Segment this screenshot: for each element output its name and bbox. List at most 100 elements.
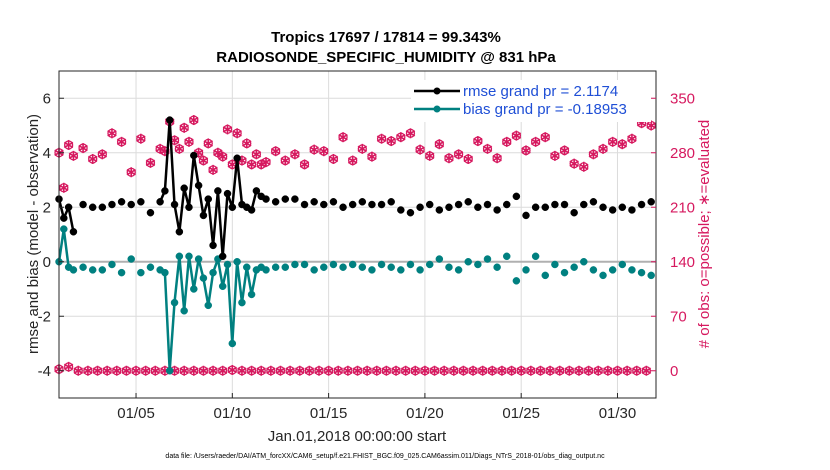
nobs-evaluated-marker: [68, 150, 79, 161]
nobs-asterisk-stroke: [304, 367, 315, 374]
bias-point: [291, 260, 299, 269]
nobs-asterisk-stroke: [92, 367, 103, 374]
nobs-evaluated-marker: [208, 164, 218, 175]
nobs-evaluated-marker: [564, 365, 575, 376]
nobs-asterisk-stroke: [362, 367, 372, 374]
nobs-asterisk-stroke: [87, 155, 98, 163]
nobs-asterisk-stroke: [598, 145, 608, 153]
rmse-point: [416, 203, 424, 211]
nobs-asterisk-stroke: [641, 367, 652, 374]
rmse-point: [209, 241, 217, 250]
nobs-asterisk-stroke: [583, 367, 594, 374]
nobs-evaluated-marker: [232, 128, 242, 139]
rmse-point: [397, 206, 405, 214]
nobs-evaluated-marker: [410, 365, 421, 376]
nobs-asterisk-stroke: [343, 367, 353, 374]
nobs-evaluated-marker: [376, 133, 387, 144]
nobs-evaluated-marker: [78, 143, 88, 154]
bias-point: [474, 260, 482, 269]
bias-point: [493, 263, 501, 271]
rmse-point: [348, 200, 357, 209]
nobs-evaluated-marker: [622, 365, 632, 376]
nobs-asterisk-stroke: [473, 137, 483, 145]
nobs-evaluated-marker: [449, 365, 459, 376]
y-axis-left: -4 -2 0 2 4 6: [38, 90, 64, 380]
nobs-evaluated-marker: [304, 365, 315, 376]
rmse-point: [647, 198, 655, 206]
nobs-asterisk-stroke: [112, 367, 122, 374]
nobs-evaluated-marker: [213, 147, 223, 158]
nobs-evaluated-marker: [266, 365, 276, 376]
rmse-point: [228, 203, 237, 211]
bias-point: [238, 298, 246, 307]
nobs-evaluated-marker: [136, 133, 146, 144]
rmse-point: [310, 198, 318, 206]
y-tick-label: 6: [43, 90, 51, 107]
nobs-evaluated-marker: [641, 365, 652, 376]
rmse-point: [281, 195, 290, 203]
nobs-evaluated-marker: [112, 365, 122, 376]
nobs-asterisk-stroke: [150, 367, 161, 374]
rmse-point: [551, 200, 559, 209]
nobs-evaluated-marker: [550, 150, 560, 161]
bias-point: [117, 268, 126, 277]
nobs-asterisk-stroke: [107, 130, 117, 137]
nobs-asterisk-stroke: [319, 147, 329, 155]
nobs-evaluated-marker: [545, 365, 555, 376]
nobs-evaluated-marker: [150, 365, 161, 376]
nobs-evaluated-marker: [63, 361, 74, 372]
nobs-asterisk-stroke: [189, 116, 199, 124]
nobs-evaluated-marker: [261, 157, 271, 168]
nobs-evaluated-marker: [208, 365, 218, 376]
nobs-evaluated-marker: [217, 151, 228, 162]
nobs-evaluated-marker: [102, 365, 112, 376]
nobs-evaluated-marker: [617, 139, 628, 150]
nobs-asterisk-stroke: [68, 152, 79, 160]
nobs-evaluated-marker: [535, 365, 546, 376]
nobs-evaluated-marker: [107, 128, 117, 139]
bias-point: [406, 260, 415, 269]
nobs-asterisk-stroke: [477, 367, 488, 374]
nobs-evaluated-marker: [473, 136, 483, 147]
bias-point: [329, 260, 338, 269]
nobs-asterisk-stroke: [333, 367, 343, 374]
nobs-evaluated-marker: [468, 365, 478, 376]
bias-point: [165, 367, 174, 375]
rmse-point: [358, 198, 367, 206]
bias-point: [377, 260, 386, 269]
nobs-asterisk-stroke: [612, 367, 623, 374]
rmse-point: [531, 203, 540, 211]
bias-point: [339, 263, 347, 271]
bias-point: [209, 268, 217, 277]
nobs-evaluated-marker: [487, 365, 498, 376]
nobs-evaluated-marker: [285, 365, 295, 376]
bias-point: [570, 263, 578, 271]
nobs-evaluated-marker: [275, 365, 286, 376]
x-axis-label: Jan.01,2018 00:00:00 start: [268, 428, 447, 445]
nobs-asterisk-stroke: [155, 145, 165, 153]
chart-title: Tropics 17697 / 17814 = 99.343%: [271, 29, 501, 46]
rmse-point: [79, 200, 87, 209]
nobs-asterisk-stroke: [372, 367, 382, 374]
bias-point: [435, 255, 444, 263]
legend-bias-label: bias grand pr = -0.18953: [463, 101, 627, 118]
nobs-asterisk-stroke: [63, 141, 74, 149]
nobs-asterisk-stroke: [482, 145, 493, 153]
nobs-evaluated-marker: [603, 365, 613, 376]
y-tick-label: 0: [43, 254, 51, 271]
nobs-asterisk-stroke: [237, 367, 247, 374]
rmse-point: [271, 198, 280, 206]
nobs-evaluated-marker: [116, 136, 127, 147]
nobs-evaluated-marker: [280, 155, 291, 166]
nobs-evaluated-marker: [189, 365, 199, 376]
y2-tick-label: 140: [670, 254, 695, 271]
data-file-footer: data file: /Users/raeder/DAI/ATM_forcXX/…: [165, 453, 605, 460]
bias-point: [60, 225, 68, 233]
nobs-evaluated-marker: [593, 365, 603, 376]
rmse-point: [214, 187, 222, 195]
rmse-point: [339, 203, 347, 211]
nobs-evaluated-marker: [131, 365, 141, 376]
nobs-asterisk-stroke: [579, 163, 589, 170]
x-tick-label: 01/10: [214, 405, 252, 422]
